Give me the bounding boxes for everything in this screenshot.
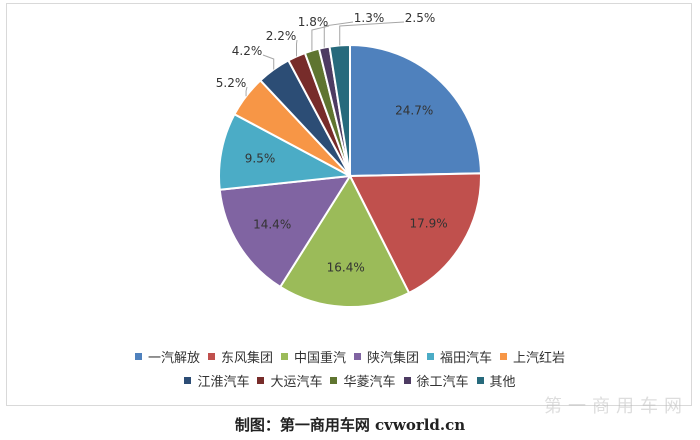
pie-slice-3 [278,173,411,308]
legend-label: 徐工汽车 [416,374,469,390]
legend-label: 东风集团 [220,350,273,366]
pie-slice-4 [218,174,352,289]
legend: 一汽解放 东风集团 中国重汽 陕汽集团 福田汽车 上汽红岩 江淮汽车 大运汽车 华菱汽车 徐工汽… [7,344,693,392]
legend-label: 福田汽车 [440,350,493,366]
legend-swatch [330,376,338,384]
legend-item-6: 上汽红岩 [500,347,565,366]
legend-label: 上汽红岩 [513,350,566,366]
pie-data-label-5: 9.5% [245,151,276,165]
chart-frame: 24.7% 17.9% 16.4% 14.4% 9.5% 5.2% 4.2% 2.2% 1.8%… [6,3,692,406]
legend-swatch [257,376,265,384]
legend-swatch [427,352,435,360]
legend-row: 江淮汽车 大运汽车 华菱汽车 徐工汽车 其他 [7,368,693,392]
legend-label: 大运汽车 [270,374,323,390]
legend-swatch [280,352,288,360]
legend-item-8: 大运汽车 [257,371,322,390]
pie-data-label-9: 1.8% [298,15,329,29]
legend-label: 其他 [489,374,516,390]
leader-line-9 [311,25,330,51]
pie-slice-1 [349,43,482,178]
pie-data-label-7: 4.2% [232,44,263,58]
legend-swatch [354,352,361,360]
legend-label: 华菱汽车 [343,374,396,390]
legend-swatch [476,376,484,384]
chart-caption: 制图：第一商用车网 cvworld.cn [234,416,466,434]
leader-line-10 [323,21,354,48]
legend-item-7: 江淮汽车 [184,371,249,390]
pie-data-label-2: 17.9% [410,216,448,230]
legend-label: 江淮汽车 [197,374,250,390]
pie-data-label-6: 5.2% [216,76,247,90]
legend-label: 中国重汽 [293,350,346,366]
legend-swatch [184,376,192,384]
legend-item-4: 陕汽集团 [354,347,419,366]
legend-item-3: 中国重汽 [280,347,346,366]
pie-data-label-1: 24.7% [395,104,433,118]
watermark: 第一商用车网 [544,396,688,416]
legend-label: 一汽解放 [147,350,200,366]
legend-item-2: 东风集团 [207,347,273,366]
legend-item-1: 一汽解放 [134,347,200,366]
legend-swatch [207,352,215,360]
leader-line-11 [339,21,405,46]
legend-swatch [134,352,142,360]
pie-slice-5 [218,112,354,191]
pie-data-label-10: 1.3% [354,11,385,25]
legend-label: 陕汽集团 [367,350,420,366]
legend-item-11: 其他 [476,371,516,390]
pie-data-label-8: 2.2% [266,29,297,43]
leader-line-7 [262,54,275,70]
pie-data-label-11: 2.5% [405,11,436,25]
legend-swatch [403,376,411,384]
leader-line-6 [245,86,248,97]
legend-item-9: 华菱汽车 [330,371,396,390]
legend-row: 一汽解放 东风集团 中国重汽 陕汽集团 福田汽车 上汽红岩 [7,344,693,368]
pie-chart: 24.7% 17.9% 16.4% 14.4% 9.5% 5.2% 4.2%2.2%1.8%… [216,11,482,308]
legend-item-5: 福田汽车 [427,347,492,366]
pie-data-label-4: 14.4% [253,217,291,231]
legend-swatch [500,352,508,360]
pie-slice-2 [348,172,482,295]
pie-data-label-3: 16.4% [327,261,365,275]
legend-item-10: 徐工汽车 [403,371,469,390]
